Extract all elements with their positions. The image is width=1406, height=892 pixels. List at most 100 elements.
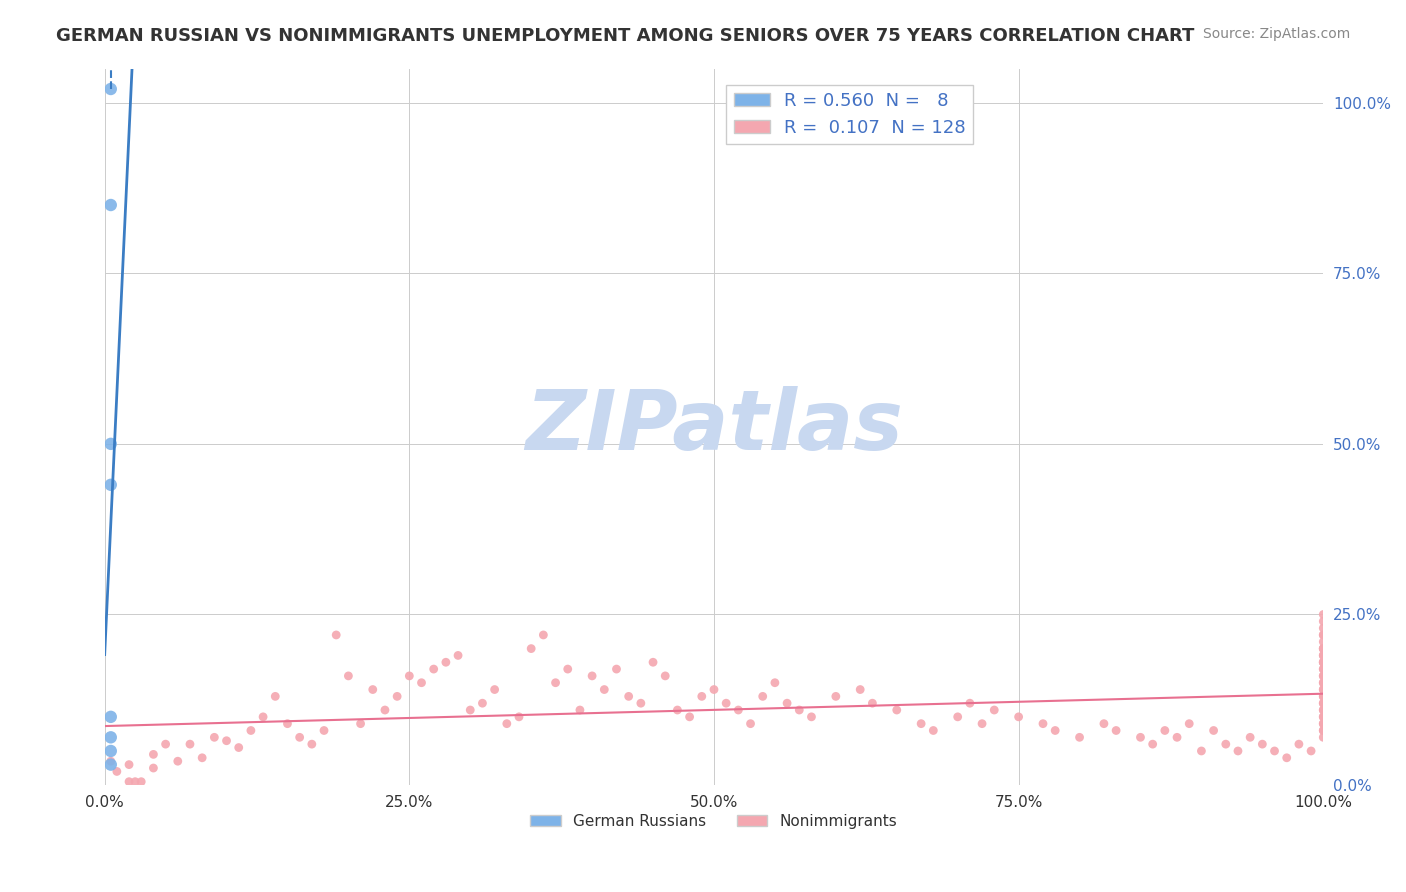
- Point: [349, 716, 371, 731]
- Point: [1312, 716, 1334, 731]
- Point: [776, 696, 799, 710]
- Point: [690, 690, 713, 704]
- Point: [1202, 723, 1225, 738]
- Point: [301, 737, 323, 751]
- Point: [1215, 737, 1237, 751]
- Point: [1312, 662, 1334, 676]
- Point: [641, 655, 664, 669]
- Point: [1312, 710, 1334, 724]
- Point: [1312, 648, 1334, 663]
- Point: [983, 703, 1005, 717]
- Point: [1312, 723, 1334, 738]
- Point: [1312, 675, 1334, 690]
- Point: [824, 690, 846, 704]
- Point: [1312, 634, 1334, 648]
- Point: [495, 716, 517, 731]
- Point: [1189, 744, 1212, 758]
- Point: [215, 733, 238, 747]
- Point: [1166, 731, 1188, 745]
- Point: [946, 710, 969, 724]
- Point: [630, 696, 652, 710]
- Point: [1312, 621, 1334, 635]
- Point: [886, 703, 908, 717]
- Point: [1312, 731, 1334, 745]
- Point: [1312, 615, 1334, 629]
- Point: [800, 710, 823, 724]
- Point: [105, 764, 128, 779]
- Point: [654, 669, 676, 683]
- Text: Source: ZipAtlas.com: Source: ZipAtlas.com: [1202, 27, 1350, 41]
- Point: [1312, 710, 1334, 724]
- Point: [312, 723, 335, 738]
- Point: [1312, 669, 1334, 683]
- Point: [155, 737, 177, 751]
- Point: [1312, 696, 1334, 710]
- Text: ZIPatlas: ZIPatlas: [524, 386, 903, 467]
- Point: [228, 740, 250, 755]
- Point: [751, 690, 773, 704]
- Point: [447, 648, 470, 663]
- Point: [100, 757, 122, 772]
- Point: [124, 774, 146, 789]
- Point: [100, 754, 122, 768]
- Point: [100, 82, 122, 96]
- Point: [411, 675, 433, 690]
- Point: [374, 703, 396, 717]
- Point: [531, 628, 554, 642]
- Point: [666, 703, 689, 717]
- Point: [179, 737, 201, 751]
- Point: [1312, 669, 1334, 683]
- Point: [520, 641, 543, 656]
- Point: [568, 703, 591, 717]
- Point: [1312, 662, 1334, 676]
- Point: [142, 761, 165, 775]
- Point: [1312, 641, 1334, 656]
- Point: [970, 716, 993, 731]
- Point: [959, 696, 981, 710]
- Point: [922, 723, 945, 738]
- Point: [557, 662, 579, 676]
- Point: [1069, 731, 1091, 745]
- Point: [1032, 716, 1054, 731]
- Point: [617, 690, 640, 704]
- Point: [276, 716, 298, 731]
- Point: [678, 710, 700, 724]
- Point: [703, 682, 725, 697]
- Legend: German Russians, Nonimmigrants: German Russians, Nonimmigrants: [524, 807, 904, 835]
- Point: [1312, 655, 1334, 669]
- Point: [1312, 682, 1334, 697]
- Point: [1226, 744, 1249, 758]
- Point: [100, 478, 122, 492]
- Point: [544, 675, 567, 690]
- Point: [434, 655, 457, 669]
- Point: [264, 690, 287, 704]
- Point: [1312, 716, 1334, 731]
- Point: [1312, 648, 1334, 663]
- Point: [849, 682, 872, 697]
- Point: [398, 669, 420, 683]
- Point: [605, 662, 627, 676]
- Point: [142, 747, 165, 762]
- Point: [1263, 744, 1285, 758]
- Point: [202, 731, 225, 745]
- Point: [239, 723, 262, 738]
- Point: [727, 703, 749, 717]
- Point: [471, 696, 494, 710]
- Point: [118, 774, 141, 789]
- Text: GERMAN RUSSIAN VS NONIMMIGRANTS UNEMPLOYMENT AMONG SENIORS OVER 75 YEARS CORRELA: GERMAN RUSSIAN VS NONIMMIGRANTS UNEMPLOY…: [56, 27, 1195, 45]
- Point: [422, 662, 444, 676]
- Point: [1299, 744, 1322, 758]
- Point: [1275, 751, 1298, 765]
- Point: [1129, 731, 1152, 745]
- Point: [1312, 628, 1334, 642]
- Point: [787, 703, 810, 717]
- Point: [100, 198, 122, 212]
- Point: [1312, 641, 1334, 656]
- Point: [1312, 655, 1334, 669]
- Point: [1312, 723, 1334, 738]
- Point: [484, 682, 506, 697]
- Point: [100, 731, 122, 745]
- Point: [714, 696, 737, 710]
- Point: [458, 703, 481, 717]
- Point: [1312, 703, 1334, 717]
